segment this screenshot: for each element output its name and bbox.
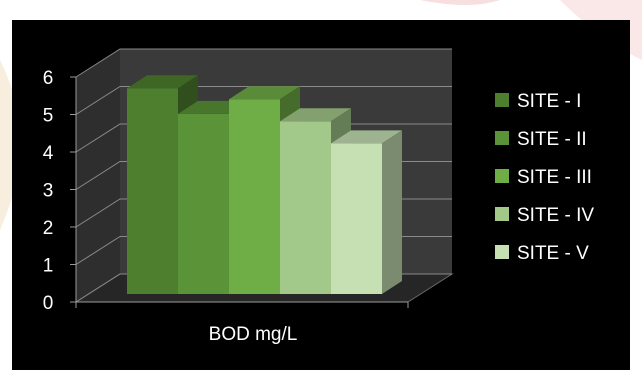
bar-top <box>331 130 402 144</box>
legend-label: SITE - V <box>517 243 589 264</box>
y-tick-label: 3 <box>43 181 54 202</box>
bar-top <box>280 108 351 122</box>
bar <box>127 88 178 294</box>
bar <box>229 99 280 294</box>
gridline <box>75 86 452 115</box>
y-tick-label: 6 <box>43 68 54 89</box>
y-tick-label: 0 <box>43 293 54 314</box>
y-tick-label: 1 <box>43 256 54 277</box>
legend-swatch <box>495 245 509 259</box>
y-tick-label: 4 <box>43 143 54 164</box>
legend-swatch <box>495 93 509 107</box>
bar <box>331 143 382 294</box>
legend-label: SITE - I <box>517 91 581 112</box>
bar <box>280 121 331 295</box>
y-tick-label: 5 <box>43 106 54 127</box>
bar-chart: 0 1 2 3 4 5 6 BOD mg/L SITE - I SITE - II SITE - I… <box>43 48 594 345</box>
legend-label: SITE - II <box>517 129 587 150</box>
bar <box>178 113 229 294</box>
x-category-label: BOD mg/L <box>209 324 298 345</box>
chart-area: 0 1 2 3 4 5 6 BOD mg/L SITE - I SITE - II SITE - I… <box>12 20 630 370</box>
gridline <box>75 48 452 78</box>
legend-label: SITE - IV <box>517 205 594 226</box>
legend-swatch <box>495 207 509 221</box>
bar-side <box>382 130 402 294</box>
legend-swatch <box>495 169 509 183</box>
bar-top <box>127 75 198 89</box>
legend-swatch <box>495 131 509 145</box>
bar-top <box>229 86 300 100</box>
legend-label: SITE - III <box>517 167 592 188</box>
y-tick-label: 2 <box>43 218 54 239</box>
